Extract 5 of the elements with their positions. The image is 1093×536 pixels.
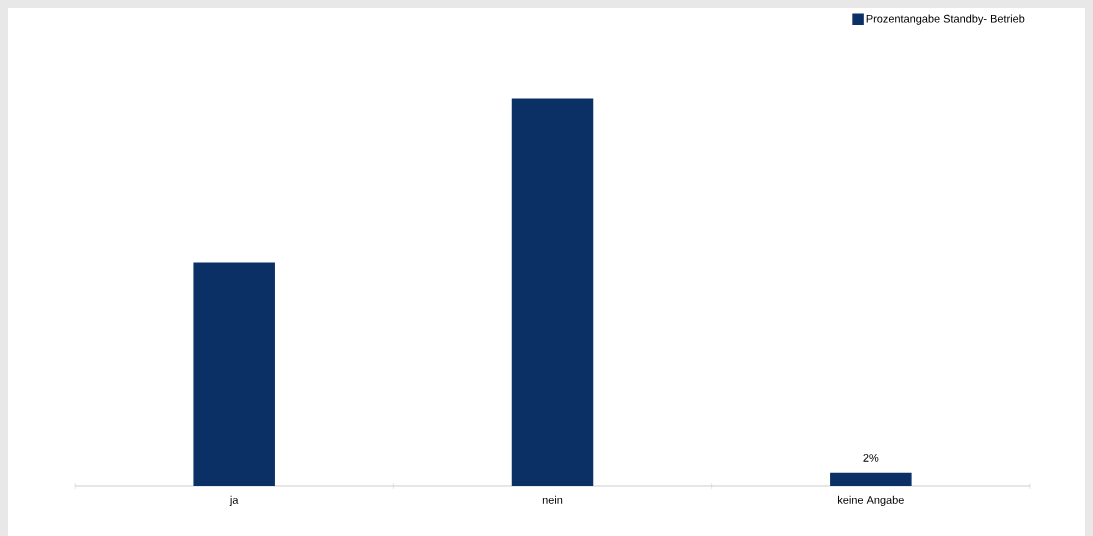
data-label: 2%	[863, 453, 879, 462]
x-tick-label: nein	[542, 495, 563, 504]
x-tick-label: keine Angabe	[838, 495, 904, 507]
x-tick-label: ja	[229, 495, 239, 507]
legend-label: Prozentangabe Standby- Betrieb	[866, 14, 1025, 25]
